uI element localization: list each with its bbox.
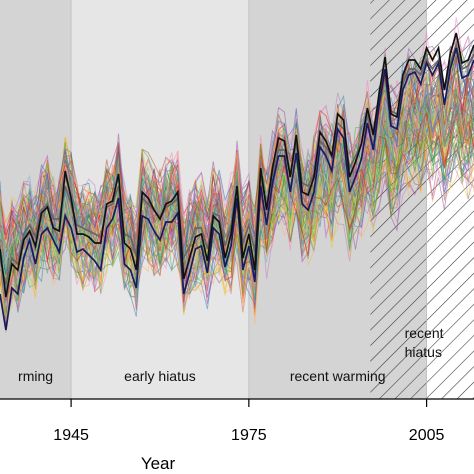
series-line-observed-navy xyxy=(0,47,474,331)
x-axis-title: Year xyxy=(141,454,176,473)
ensemble-member-line xyxy=(0,88,474,273)
x-tick-label: 1975 xyxy=(231,427,267,444)
period-label-2: recent warming xyxy=(290,368,386,384)
period-labels: rming early hiatus recent warming recent hia… xyxy=(18,325,444,384)
ensemble-member-line xyxy=(0,147,474,332)
ensemble-member-line xyxy=(0,114,474,317)
ensemble-member-line xyxy=(0,111,474,318)
x-tick-label: 1945 xyxy=(53,427,89,444)
period-label-1: early hiatus xyxy=(124,368,196,384)
ensemble-member-line xyxy=(0,129,474,302)
ensemble-member-line xyxy=(0,86,474,291)
ensemble-member-line xyxy=(0,57,474,255)
series-line-observed-black xyxy=(0,32,474,298)
period-label-4: recent hiatus xyxy=(405,325,444,360)
ensemble-member-line xyxy=(0,136,474,325)
ensemble-member-line xyxy=(0,91,474,254)
x-axis: 1945 1975 2005 xyxy=(0,398,474,444)
observed-series xyxy=(0,32,474,331)
x-tick-label: 2005 xyxy=(409,427,445,444)
period-label-0: rming xyxy=(18,368,53,384)
